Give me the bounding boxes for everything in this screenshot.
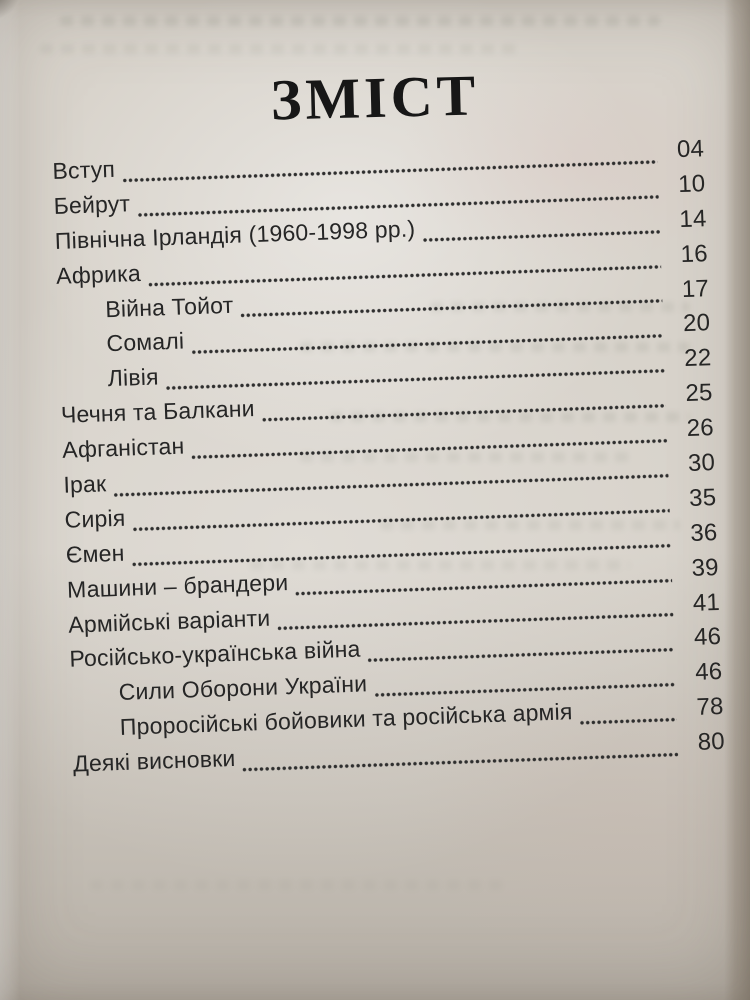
toc-entry-page: 04 (676, 135, 705, 164)
bleed-through-artifact (40, 44, 520, 54)
dot-leader (367, 647, 675, 663)
toc-entry-page: 39 (691, 553, 720, 582)
toc-entry-label: Армійські варіанти (67, 604, 271, 638)
dot-leader (579, 717, 678, 726)
toc-entry-page: 80 (697, 728, 726, 756)
toc-entry-label: Чечня та Балкани (60, 395, 256, 429)
toc-entry-page: 36 (689, 518, 718, 547)
dot-leader (374, 682, 676, 698)
toc-entry-label: Бейрут (53, 190, 131, 219)
dot-leader (422, 229, 661, 242)
toc-entry-label: Ємен (65, 539, 125, 568)
toc-entry-page: 30 (687, 449, 716, 477)
toc-entry-page: 26 (686, 414, 715, 443)
toc-entry-label: Афганістан (61, 432, 185, 463)
toc-list: Вступ 04 Бейрут 10 Північна Ірландія (1960-1… (52, 135, 726, 785)
toc-entry-page: 46 (693, 623, 722, 652)
toc-entry-page: 41 (692, 588, 721, 617)
dot-leader (242, 752, 679, 772)
page-right-edge-shadow (724, 0, 750, 1000)
toc-entry-page: 25 (685, 379, 714, 408)
toc-entry-page: 35 (688, 483, 717, 512)
toc-entry-label: Сирія (64, 504, 126, 533)
toc-entry-label: Вступ (52, 155, 116, 184)
toc-entry-page: 14 (678, 204, 707, 233)
toc-entry-label: Сомалі (106, 327, 185, 357)
photo-corner-shadow (0, 0, 22, 18)
toc-entry-label: Лівія (107, 363, 160, 392)
toc-entry-page: 22 (683, 344, 712, 373)
toc-entry-label: Війна Тойот (104, 291, 234, 322)
toc-entry-page: 20 (682, 309, 711, 338)
bleed-through-artifact (90, 880, 510, 890)
page-title: ЗМІСТ (269, 62, 481, 133)
toc-entry-label: Ірак (62, 470, 107, 498)
toc-entry-page: 16 (680, 239, 709, 268)
toc-entry-page: 78 (695, 693, 725, 722)
toc-entry-label: Деякі висновки (72, 745, 236, 777)
bleed-through-artifact (60, 16, 660, 26)
toc-entry-page: 10 (677, 170, 706, 199)
toc-entry-page: 17 (681, 274, 710, 303)
toc-entry-label: Африка (55, 259, 142, 289)
toc-entry-page: 46 (694, 658, 723, 687)
page-left-edge-highlight (0, 0, 20, 1000)
